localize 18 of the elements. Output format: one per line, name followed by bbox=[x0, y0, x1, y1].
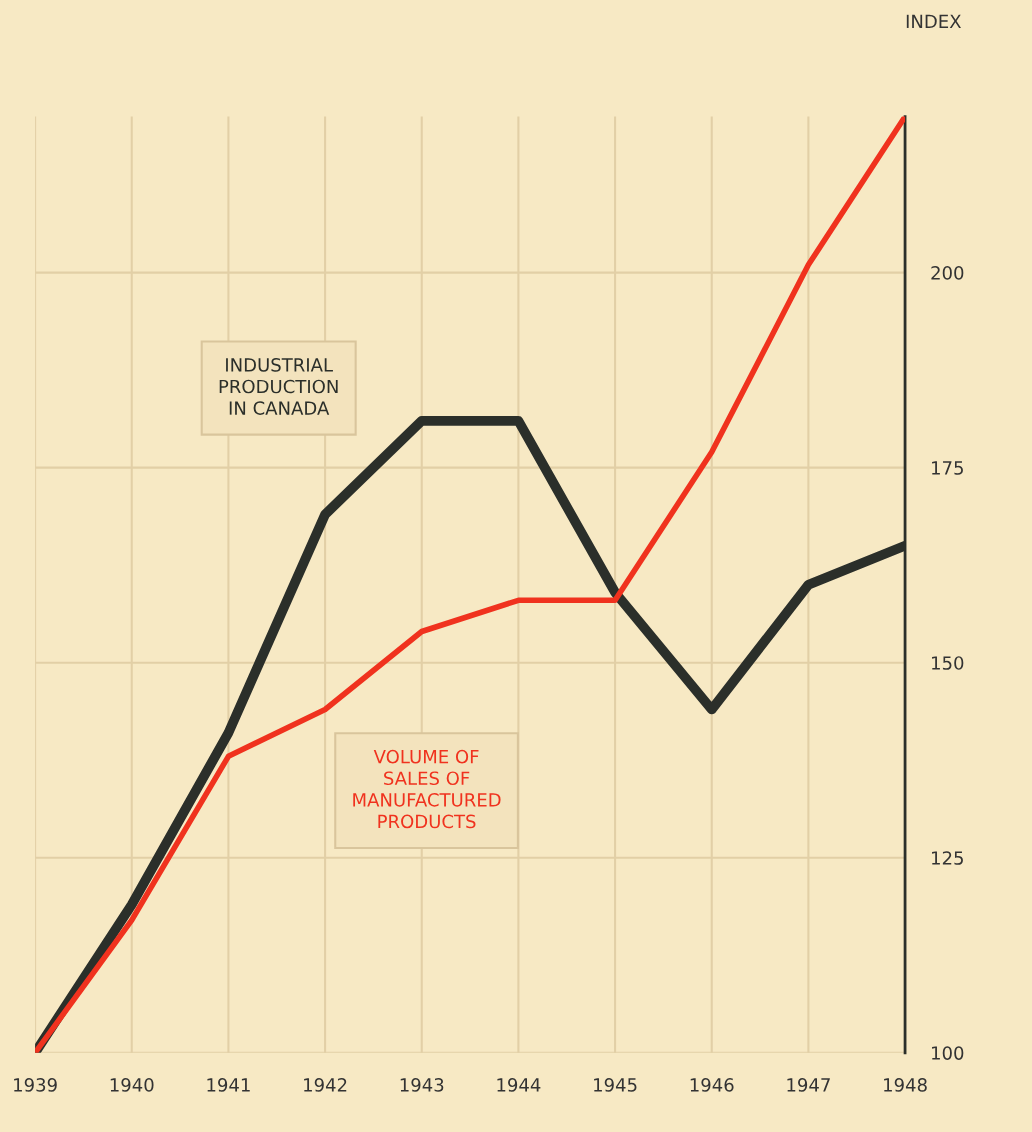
x-tick-label: 1944 bbox=[497, 1078, 541, 1092]
y-tick-label: 200 bbox=[931, 266, 964, 280]
text: VOLUME OF SALES OF MANUFACTURED PRODUCTS bbox=[353, 749, 501, 829]
y-tick-label: 150 bbox=[932, 656, 964, 670]
x-tick-label: 1942 bbox=[304, 1078, 347, 1092]
x-tick-label: 1948 bbox=[884, 1078, 927, 1092]
x-tick-label: 1947 bbox=[787, 1078, 830, 1092]
x-tick-label: 1941 bbox=[207, 1078, 250, 1092]
x-tick-label: 1940 bbox=[110, 1078, 154, 1092]
y-tick-label: 125 bbox=[932, 851, 963, 865]
text: INDUSTRIAL PRODUCTION IN CANADA bbox=[219, 358, 338, 415]
x-tick-label: 1945 bbox=[594, 1078, 637, 1092]
y-axis-title: INDEX bbox=[906, 14, 962, 28]
x-tick-label: 1939 bbox=[14, 1078, 57, 1092]
x-tick-label: 1943 bbox=[400, 1078, 444, 1092]
y-tick-label: 175 bbox=[932, 461, 963, 475]
y-tick-label: 100 bbox=[932, 1046, 964, 1060]
x-tick-label: 1946 bbox=[690, 1078, 734, 1092]
